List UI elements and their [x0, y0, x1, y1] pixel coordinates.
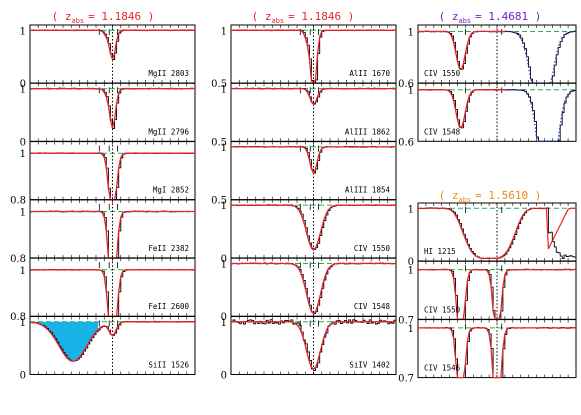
y-tick-label: 0.6	[398, 79, 414, 90]
spectrum-model	[231, 146, 396, 175]
y-tick-label: 0	[221, 312, 227, 323]
y-tick-label: 1	[221, 259, 227, 270]
spectrum-model	[30, 29, 195, 62]
y-tick-label: 1	[221, 26, 227, 37]
panel-siiv-1402: 1 0 SiIV 1402	[221, 316, 397, 382]
spectrum-model-blend	[506, 30, 577, 84]
panel-label: CIV 1550	[424, 69, 461, 78]
panel-mgii-2803: 1 0 MgII 2803	[20, 24, 196, 90]
y-tick-label: 1	[221, 318, 227, 329]
y-tick-label: 1	[20, 85, 26, 96]
panel-label: SiII 1526	[148, 361, 189, 370]
y-tick-label: 1	[20, 26, 26, 37]
panel-label: MgII 2803	[148, 69, 189, 78]
panel-civ-1550: 1 0 CIV 1550	[221, 199, 397, 265]
panel-label: AlII 1670	[349, 69, 390, 78]
panel-label: AlIII 1854	[345, 186, 391, 195]
panel-aliii-1854: 1 0.5 AlIII 1854	[211, 141, 397, 207]
column-title-3: ( zabs = 1.4681 )	[439, 10, 542, 25]
y-tick-label: 0.8	[10, 254, 26, 265]
y-tick-label: 0.7	[398, 374, 414, 385]
panel-label: FeII 2382	[148, 244, 189, 253]
panel-alii-1670: 1 0.5 AlII 1670	[211, 24, 397, 90]
panel-label: FeII 2600	[148, 302, 189, 311]
y-tick-label: 0.5	[211, 137, 227, 148]
panel-label: AlIII 1862	[345, 127, 390, 136]
y-tick-label: 0	[221, 254, 227, 265]
y-tick-label: 1	[20, 318, 26, 329]
y-tick-label: 1	[20, 208, 26, 219]
y-tick-label: 0.8	[10, 312, 26, 323]
spectrum-model	[231, 204, 396, 251]
y-tick-label: 1	[408, 27, 414, 38]
y-tick-label: 0.5	[211, 196, 227, 207]
panel-civ-1546: 1 0.7 CIV 1546	[398, 319, 577, 385]
panel-mgi-2852: 1 0.8 MgI 2852	[10, 141, 196, 207]
panel-label: MgI 2852	[153, 186, 189, 195]
y-tick-label: 0	[408, 257, 414, 268]
panel-label: CIV 1546	[424, 364, 461, 373]
panel-label: CIV 1550	[354, 244, 391, 253]
panel-siii-1526: 1 0 SiII 1526	[20, 316, 196, 382]
spectrum-model	[418, 89, 505, 129]
spectrum-data	[30, 29, 195, 60]
spectrum-model	[29, 321, 195, 362]
spectrum-model	[231, 321, 396, 371]
y-tick-label: 0.6	[398, 137, 414, 148]
spectrum-model	[30, 87, 195, 129]
y-tick-label: 1	[408, 324, 414, 335]
spectrum-model	[418, 30, 505, 71]
spectrum-model	[418, 207, 576, 259]
panel-hi-1215: 1 0 HI 1215	[408, 202, 577, 268]
panel-civ-1550: 1 0.6 CIV 1550	[398, 24, 577, 90]
panel-label: MgII 2796	[148, 127, 189, 136]
y-tick-label: 0.5	[211, 79, 227, 90]
column-title-4: ( zabs = 1.5610 )	[439, 189, 542, 204]
spectrum-model	[231, 87, 396, 106]
y-tick-label: 0.7	[398, 315, 414, 326]
panel-label: HI 1215	[424, 247, 456, 256]
spectrum-model	[231, 262, 396, 315]
y-tick-label: 1	[221, 85, 227, 96]
blend-fill	[36, 321, 99, 362]
panel-civ-1550: 1 0.7 CIV 1550	[398, 260, 577, 326]
panel-label: CIV 1548	[354, 302, 391, 311]
y-tick-label: 1	[408, 266, 414, 277]
y-tick-label: 0	[20, 137, 26, 148]
column-title-2: ( zabs = 1.1846 )	[252, 10, 355, 25]
panel-label: CIV 1550	[424, 305, 461, 314]
y-tick-label: 0.8	[10, 196, 26, 207]
y-tick-label: 0	[221, 371, 227, 382]
y-tick-label: 1	[408, 204, 414, 215]
spectrum-model-blend	[506, 89, 577, 142]
panel-label: CIV 1548	[424, 127, 461, 136]
y-tick-label: 1	[221, 201, 227, 212]
y-tick-label: 1	[20, 149, 26, 160]
y-tick-label: 1	[408, 86, 414, 97]
y-tick-label: 1	[221, 143, 227, 154]
panel-label: SiIV 1402	[349, 361, 390, 370]
y-tick-label: 0	[20, 371, 26, 382]
spectrum-model	[418, 327, 576, 379]
y-tick-label: 1	[20, 266, 26, 277]
y-tick-label: 0	[20, 79, 26, 90]
column-title-1: ( zabs = 1.1846 )	[52, 10, 155, 25]
